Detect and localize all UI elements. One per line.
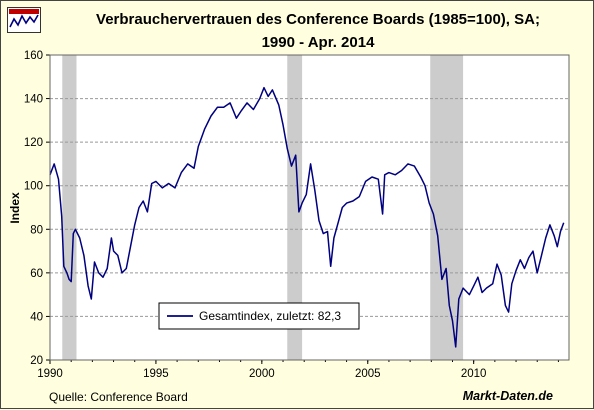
legend-label: Gesamtindex, zuletzt: 82,3 bbox=[199, 309, 341, 323]
chart-logo-icon bbox=[7, 7, 41, 33]
x-tick-label: 2005 bbox=[355, 368, 381, 380]
plot-border bbox=[49, 54, 570, 361]
y-tick-label: 120 bbox=[24, 137, 43, 149]
series-line-1 bbox=[49, 86, 565, 348]
legend[interactable]: Gesamtindex, zuletzt: 82,3 bbox=[158, 302, 360, 330]
axes: 20 40 60 80 100 120 140 160 1990 1995 2000 2005 2010 bbox=[24, 50, 570, 380]
y-tick-label: 140 bbox=[24, 94, 43, 106]
chart-title: Verbrauchervertrauen des Conference Boar… bbox=[96, 11, 540, 28]
recession-band-1 bbox=[62, 55, 77, 360]
source-label: Quelle: Conference Board bbox=[49, 390, 188, 404]
x-tick-label: 1990 bbox=[37, 368, 63, 380]
y-tick-label: 80 bbox=[30, 224, 43, 236]
y-tick-label: 160 bbox=[24, 50, 43, 62]
x-tick-label: 2000 bbox=[249, 368, 275, 380]
y-axis-label: Index bbox=[8, 192, 22, 224]
y-tick-label: 60 bbox=[30, 268, 43, 280]
y-tick-label: 40 bbox=[30, 311, 43, 323]
brand-label[interactable]: Markt-Daten.de bbox=[462, 389, 553, 403]
grid-lines bbox=[50, 98, 569, 317]
chart-subtitle: 1990 - Apr. 2014 bbox=[261, 34, 375, 51]
y-tick-label: 20 bbox=[30, 355, 43, 367]
y-tick-label: 100 bbox=[24, 181, 43, 193]
x-tick-label: 1995 bbox=[143, 368, 169, 380]
series-layer bbox=[49, 86, 565, 348]
recession-band-2 bbox=[287, 55, 303, 360]
x-tick-label: 2010 bbox=[461, 368, 487, 380]
